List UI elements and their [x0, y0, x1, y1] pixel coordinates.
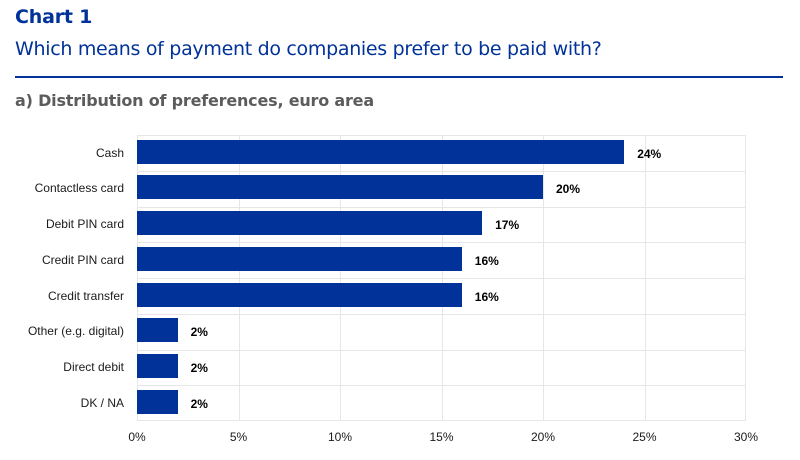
category-label: Credit transfer: [47, 288, 124, 303]
bar-row: Contactless card 20%: [0, 170, 800, 206]
panel-title: a) Distribution of preferences, euro are…: [15, 91, 374, 110]
value-label: 16%: [474, 253, 499, 268]
chart-title: Which means of payment do companies pref…: [15, 38, 602, 60]
bar-row: Credit PIN card 16%: [0, 242, 800, 278]
bar[interactable]: [137, 175, 543, 200]
chart-number: Chart 1: [15, 6, 93, 28]
value-label: 2%: [190, 361, 208, 375]
category-label: Contactless card: [34, 181, 124, 196]
bar-row: Debit PIN card 17%: [0, 206, 800, 242]
value-label: 16%: [474, 289, 499, 304]
value-label: 2%: [190, 325, 208, 340]
bar[interactable]: [137, 354, 178, 378]
bar-row: Credit transfer 16%: [0, 278, 800, 314]
bar-row: Cash 24%: [0, 135, 800, 171]
bar[interactable]: [137, 318, 178, 343]
value-label: 2%: [190, 396, 208, 411]
horizontal-gridline: [138, 206, 745, 208]
x-tick-label: 15%: [429, 430, 454, 444]
category-label: Credit PIN card: [41, 252, 124, 267]
horizontal-gridline: [138, 242, 745, 244]
category-label: Other (e.g. digital): [27, 324, 124, 339]
category-label: Cash: [95, 145, 124, 160]
horizontal-gridline: [138, 278, 745, 279]
horizontal-gridline: [138, 349, 745, 351]
bar[interactable]: [137, 211, 483, 235]
category-label: DK / NA: [80, 395, 124, 410]
x-tick-label: 0%: [128, 430, 146, 444]
x-tick-label: 5%: [229, 430, 248, 444]
value-label: 24%: [637, 146, 662, 161]
x-tick-label: 30%: [733, 430, 759, 444]
bar[interactable]: [137, 139, 625, 164]
bar[interactable]: [137, 246, 462, 271]
value-label: 17%: [495, 218, 520, 232]
bar-row: Other (e.g. digital) 2%: [0, 313, 800, 349]
plot-area: [137, 135, 746, 421]
value-label: 20%: [556, 182, 581, 197]
x-tick-label: 25%: [632, 430, 657, 444]
x-tick-label: 20%: [530, 430, 556, 444]
horizontal-gridline: [138, 170, 745, 172]
bar[interactable]: [137, 282, 462, 307]
category-label: Direct debit: [63, 360, 124, 374]
category-label: Debit PIN card: [45, 217, 124, 231]
horizontal-gridline: [138, 313, 745, 315]
x-tick-label: 10%: [327, 430, 353, 444]
horizontal-gridline: [138, 385, 745, 387]
bar[interactable]: [137, 389, 178, 414]
title-rule: [15, 76, 783, 78]
bar-row: DK / NA 2%: [0, 385, 800, 421]
bar-row: Direct debit 2%: [0, 349, 800, 385]
